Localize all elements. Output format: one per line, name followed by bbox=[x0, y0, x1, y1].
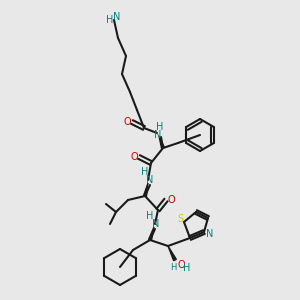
Text: S: S bbox=[177, 214, 183, 224]
Polygon shape bbox=[148, 227, 154, 240]
Text: N: N bbox=[152, 219, 160, 229]
Text: O: O bbox=[123, 117, 131, 127]
Text: H: H bbox=[146, 211, 154, 221]
Polygon shape bbox=[168, 246, 176, 261]
Text: N: N bbox=[206, 229, 214, 239]
Text: O: O bbox=[167, 195, 175, 205]
Text: H: H bbox=[141, 167, 149, 177]
Text: H: H bbox=[156, 122, 164, 132]
Text: O: O bbox=[130, 152, 138, 162]
Text: O: O bbox=[177, 260, 184, 270]
Polygon shape bbox=[159, 136, 164, 148]
Text: H: H bbox=[183, 263, 190, 273]
Text: H: H bbox=[170, 262, 176, 272]
Text: N: N bbox=[154, 130, 162, 140]
Polygon shape bbox=[143, 183, 148, 196]
Text: H: H bbox=[106, 15, 114, 25]
Text: N: N bbox=[146, 175, 154, 185]
Text: N: N bbox=[113, 12, 121, 22]
